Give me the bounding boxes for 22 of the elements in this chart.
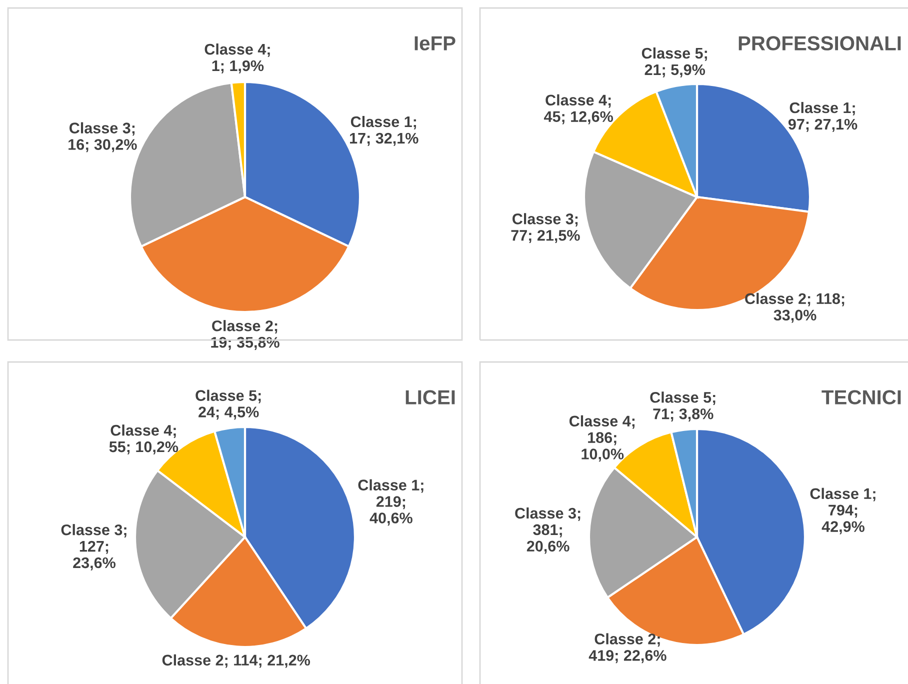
chart-title: LICEI <box>406 390 455 404</box>
slice-label: Classe 4; 1; 1,9% <box>204 43 270 74</box>
chart-title: TECNICI <box>822 390 901 404</box>
slice-label: Classe 4; 186; 10,0% <box>569 415 634 462</box>
slice-label: Classe 2; 419; 22,6% <box>588 633 666 664</box>
slice-label: Classe 1; 219; 40,6% <box>358 479 424 526</box>
slice-label: Classe 5; 24; 4,5% <box>196 390 261 420</box>
slice-label: Classe 3; 77; 21,5% <box>511 213 580 244</box>
slice-label: Classe 2; 114; 21,2% <box>162 654 310 668</box>
slice-label: Classe 1; 97; 27,1% <box>788 102 858 132</box>
slice-label: Classe 3; 381; 20,6% <box>515 507 580 554</box>
slice-label: Classe 1; 794; 42,9% <box>810 488 876 534</box>
slice-label: Classe 5; 71; 3,8% <box>650 392 716 422</box>
slice-label: Classe 4; 45; 12,6% <box>544 94 613 124</box>
slice-label: Classe 4; 55; 10,2% <box>109 424 178 454</box>
slice-label: Classe 2; 118; 33,0% <box>745 292 844 323</box>
slice-label: Classe 5; 21; 5,9% <box>642 47 707 78</box>
chart-title: PROFESSIONALI <box>738 36 901 50</box>
slice-label: Classe 3; 127; 23,6% <box>61 524 126 570</box>
slice-label: Classe 3; 16; 30,2% <box>68 122 137 152</box>
chart-title: IeFP <box>414 36 456 50</box>
slice-label: Classe 1; 17; 32,1% <box>350 116 418 146</box>
